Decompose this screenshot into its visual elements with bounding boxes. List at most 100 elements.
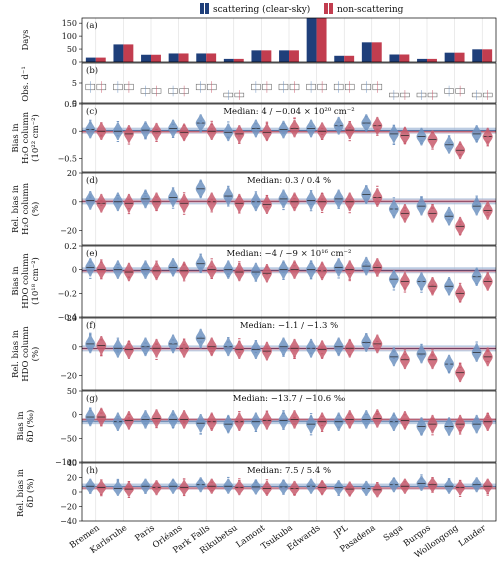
outlier-nonscattering [458, 495, 462, 497]
outlier-scattering [420, 131, 423, 133]
outlier-nonscattering [320, 133, 324, 135]
outlier-scattering [447, 370, 451, 372]
ytick-label: 20 [67, 314, 77, 323]
outlier-nonscattering [210, 266, 213, 268]
outlier-scattering [392, 478, 396, 480]
outlier-nonscattering [431, 148, 434, 150]
ytick-label: −40 [60, 517, 77, 526]
ylabel-line: Rel. bias in [11, 329, 21, 378]
outlier-nonscattering [210, 258, 213, 260]
bar-nonscattering [454, 52, 465, 62]
outlier-scattering [227, 136, 230, 138]
panel-tag: (a) [86, 20, 98, 31]
outlier-scattering [420, 347, 423, 349]
outlier-nonscattering [376, 197, 379, 199]
outlier-scattering [337, 121, 340, 123]
ylabel: Bias inδD (‰) [16, 410, 36, 443]
panel-e: −0.4 −0.2 0 0.2 Bias inHDO column(10¹⁸ cm⁻²)… [11, 242, 497, 322]
outlier-scattering [171, 264, 175, 266]
ylabel: Rel. bias inH₂O column(%) [11, 182, 41, 235]
outlier-scattering [116, 197, 120, 199]
outlier-nonscattering [293, 494, 296, 496]
outlier-scattering [254, 206, 258, 208]
outlier-nonscattering [210, 421, 213, 423]
bar-scattering [444, 52, 455, 62]
outlier-nonscattering [155, 140, 158, 142]
outlier-scattering [447, 371, 451, 373]
outlier-scattering [199, 189, 202, 191]
outlier-nonscattering [376, 340, 379, 342]
outlier-scattering [199, 479, 202, 481]
outlier-scattering [447, 278, 451, 280]
outlier-scattering [254, 430, 258, 432]
outlier-scattering [309, 434, 313, 436]
outlier-scattering [337, 125, 340, 127]
outlier-nonscattering [458, 153, 462, 155]
outlier-scattering [392, 420, 396, 422]
ylabel-line: δD (‰) [25, 410, 36, 443]
outlier-scattering [392, 285, 396, 287]
outlier-scattering [309, 210, 313, 212]
outlier-scattering [89, 334, 92, 336]
outlier-nonscattering [431, 355, 434, 357]
outlier-scattering [171, 413, 175, 415]
outlier-nonscattering [293, 198, 296, 200]
outlier-scattering [199, 336, 202, 338]
outlier-nonscattering [320, 346, 324, 348]
outlier-nonscattering [320, 192, 324, 194]
outlier-scattering [309, 347, 313, 349]
outlier-scattering [89, 423, 92, 425]
outlier-nonscattering [210, 128, 213, 130]
outlier-scattering [254, 191, 258, 193]
median-annotation: Median: −1.1 / −1.3 % [240, 321, 338, 331]
outlier-nonscattering [293, 265, 296, 267]
outlier-nonscattering [458, 363, 462, 365]
outlier-nonscattering [238, 142, 241, 144]
outlier-nonscattering [376, 485, 379, 487]
outlier-nonscattering [376, 185, 379, 187]
outlier-nonscattering [265, 201, 269, 203]
outlier-nonscattering [320, 415, 324, 417]
outlier-scattering [365, 270, 368, 272]
outlier-nonscattering [403, 354, 407, 356]
panel-frame [81, 462, 497, 522]
outlier-nonscattering [182, 264, 186, 266]
outlier-nonscattering [238, 135, 241, 137]
outlier-nonscattering [376, 411, 379, 413]
outlier-scattering [309, 278, 313, 280]
outlier-nonscattering [182, 280, 186, 282]
bar-scattering [389, 54, 400, 62]
outlier-scattering [475, 140, 478, 142]
outlier-scattering [144, 342, 147, 344]
outlier-nonscattering [182, 422, 186, 424]
outlier-nonscattering [348, 494, 351, 496]
outlier-nonscattering [486, 136, 489, 138]
outlier-scattering [171, 200, 175, 202]
ylabel: Rel. bias inHDO column(%) [11, 326, 41, 382]
outlier-nonscattering [265, 492, 269, 494]
ylabel: Bias inH₂O column(10²² cm⁻²) [11, 111, 41, 164]
bar-scattering [168, 53, 179, 62]
outlier-scattering [392, 347, 396, 349]
outlier-scattering [365, 261, 368, 263]
outlier-nonscattering [265, 206, 269, 208]
outlier-nonscattering [182, 263, 186, 265]
outlier-nonscattering [155, 420, 158, 422]
outlier-scattering [475, 420, 478, 422]
outlier-nonscattering [265, 422, 269, 424]
outlier-scattering [199, 253, 202, 255]
ytick-label: 0 [72, 343, 77, 352]
outlier-scattering [254, 123, 258, 125]
bar-scattering [251, 50, 262, 62]
outlier-scattering [392, 351, 396, 353]
outlier-nonscattering [403, 270, 407, 272]
legend-label-nonscattering: non-scattering [337, 5, 404, 15]
bar-nonscattering [316, 18, 327, 62]
outlier-scattering [116, 337, 120, 339]
outlier-scattering [475, 269, 478, 271]
outlier-scattering [199, 420, 202, 422]
ytick-label: −20 [60, 503, 77, 512]
outlier-nonscattering [403, 127, 407, 129]
panel-b: 0 5 Obs. d⁻¹ (b) [21, 62, 497, 108]
bar-nonscattering [371, 42, 382, 62]
